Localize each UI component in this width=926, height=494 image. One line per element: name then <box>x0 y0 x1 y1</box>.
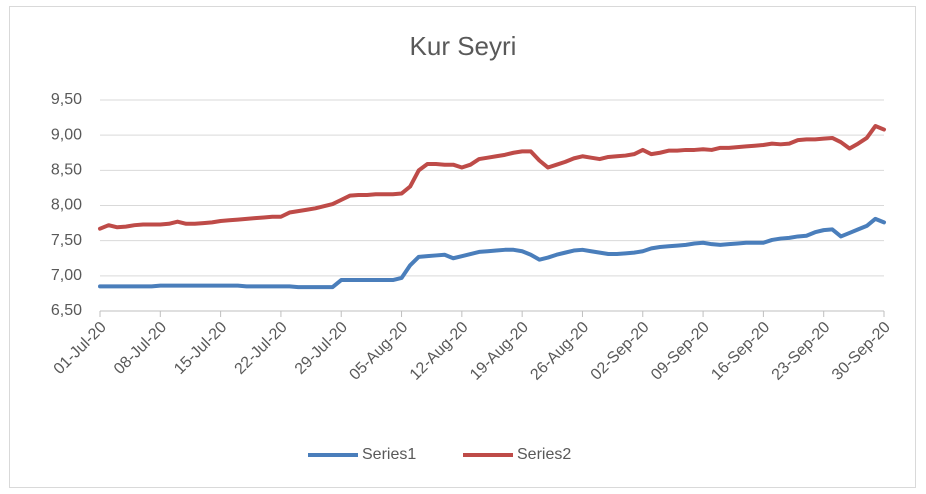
y-tick-label: 9,00 <box>51 126 82 143</box>
y-tick-label: 7,00 <box>51 267 82 284</box>
y-tick-label: 7,50 <box>51 232 82 249</box>
y-tick-label: 9,50 <box>51 91 82 108</box>
series-line <box>98 216 886 290</box>
y-tick-label: 8,00 <box>51 197 82 214</box>
chart-frame <box>9 6 916 488</box>
series-line <box>98 124 886 231</box>
legend-label: Series1 <box>362 446 416 463</box>
y-tick-label: 6,50 <box>51 302 82 319</box>
y-tick-label: 8,50 <box>51 162 82 179</box>
legend-label: Series2 <box>517 446 571 463</box>
chart-title: Kur Seyri <box>410 31 517 61</box>
